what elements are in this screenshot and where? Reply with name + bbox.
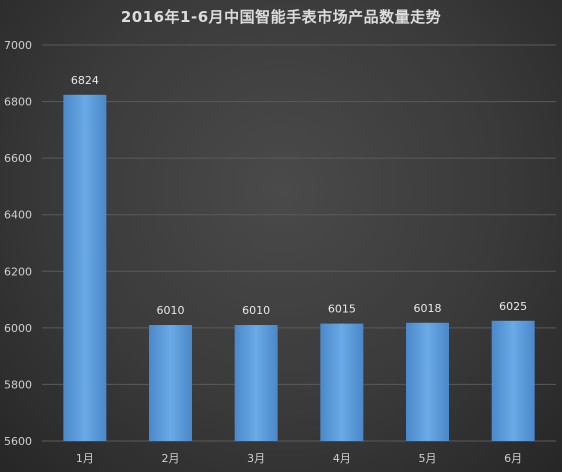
x-axis: 1月 2月 3月 4月 5月 6月 (76, 452, 522, 465)
chart-title: 2016年1-6月中国智能手表市场产品数量走势 (120, 8, 442, 26)
bar (320, 323, 364, 441)
bar (63, 94, 107, 441)
x-tick-label: 5月 (419, 452, 437, 465)
data-label: 6025 (499, 300, 527, 313)
x-tick-label: 6月 (504, 452, 522, 465)
y-tick-label: 6200 (4, 265, 32, 278)
bar (491, 320, 535, 441)
x-tick-label: 3月 (247, 452, 265, 465)
data-label: 6010 (242, 304, 270, 317)
gridlines (42, 44, 556, 442)
y-tick-label: 6000 (4, 322, 32, 335)
bars: 6824 6010 6010 6015 6018 6025 (63, 74, 535, 441)
y-tick-label: 6400 (4, 209, 32, 222)
bar (406, 322, 449, 441)
data-label: 6018 (414, 302, 442, 315)
data-label: 6015 (328, 303, 356, 316)
x-tick-label: 2月 (162, 452, 180, 465)
x-tick-label: 4月 (333, 452, 351, 465)
data-label: 6010 (157, 304, 185, 317)
bar (149, 325, 192, 441)
y-tick-label: 5800 (4, 378, 32, 391)
y-tick-label: 5600 (4, 435, 32, 448)
x-tick-label: 1月 (76, 452, 94, 465)
y-tick-label: 6800 (4, 96, 32, 109)
y-tick-label: 7000 (4, 39, 32, 52)
y-axis: 5600 5800 6000 6200 6400 6600 6800 7000 (4, 39, 32, 448)
y-tick-label: 6600 (4, 152, 32, 165)
data-label: 6824 (71, 74, 99, 87)
bar (234, 325, 278, 441)
